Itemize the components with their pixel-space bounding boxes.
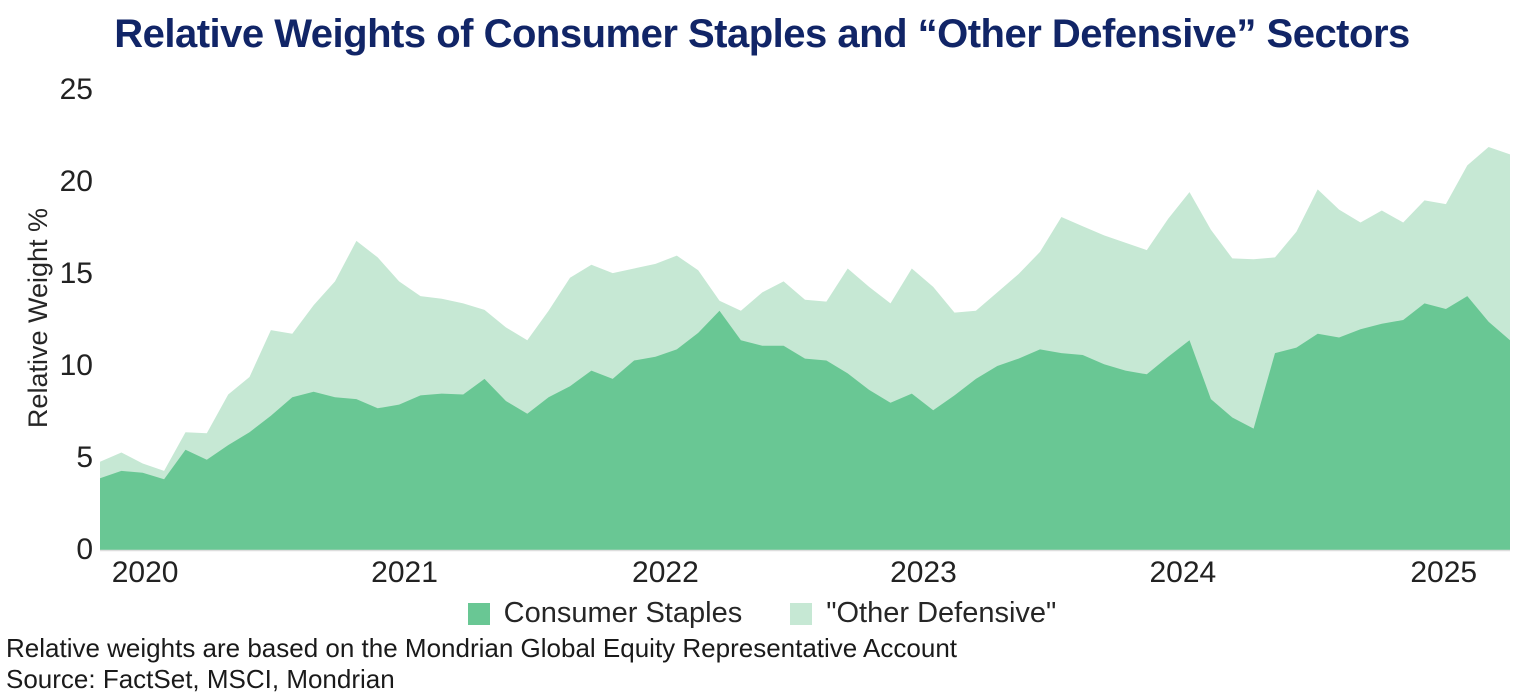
legend-swatch-consumer-staples [467,602,490,625]
y-tick-label-10: 10 [59,349,93,382]
legend-swatch-other-defensive [790,602,813,625]
legend: Consumer Staples "Other Defensive" [0,597,1524,630]
y-axis-label: Relative Weight % [23,207,53,429]
legend-label-consumer-staples: Consumer Staples [503,597,743,629]
legend-item-consumer-staples: Consumer Staples [467,597,743,630]
x-tick-label-2020: 2020 [111,556,179,589]
y-tick-label-25: 25 [59,73,93,106]
footnote-line-1: Relative weights are based on the Mondri… [6,633,958,663]
y-tick-label-15: 15 [59,257,93,290]
legend-label-other-defensive: "Other Defensive" [826,597,1057,629]
x-tick-label-2023: 2023 [890,556,957,589]
y-tick-label-5: 5 [76,441,93,474]
x-tick-label-2025: 2025 [1410,556,1478,589]
consumer-staples-area [100,296,1510,550]
footnotes: Relative weights are based on the Mondri… [6,633,957,695]
chart-title: Relative Weights of Consumer Staples and… [114,12,1410,56]
x-tick-label-2022: 2022 [632,556,699,589]
y-tick-label-20: 20 [59,165,93,198]
footnote-line-2: Source: FactSet, MSCI, Mondrian [6,664,395,694]
x-tick-label-2024: 2024 [1149,556,1217,589]
y-tick-label-0: 0 [76,533,93,566]
x-tick-label-2021: 2021 [371,556,438,589]
legend-item-other-defensive: "Other Defensive" [790,597,1056,630]
